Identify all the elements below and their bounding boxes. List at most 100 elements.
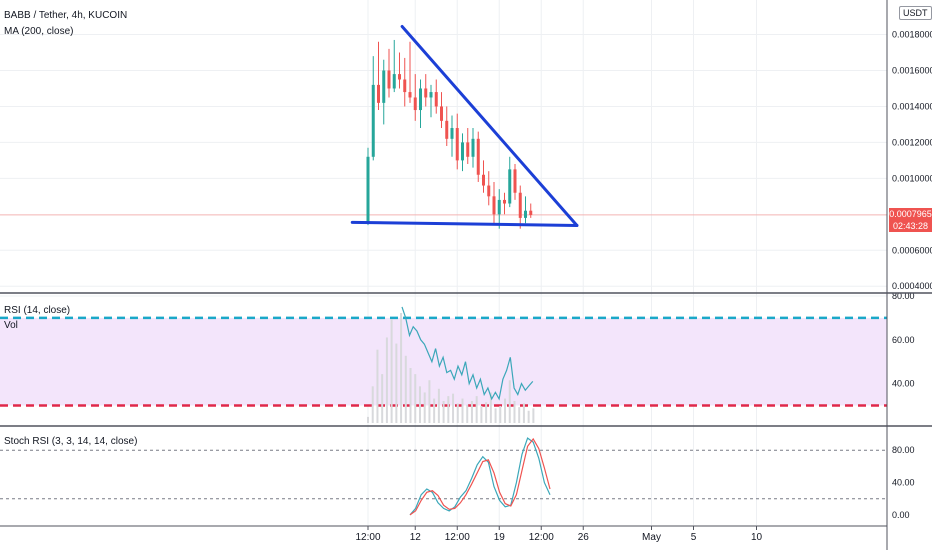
volume-bar <box>475 396 478 423</box>
currency-badge[interactable]: USDT <box>899 6 932 20</box>
volume-bar <box>428 380 431 423</box>
rsi-indicator-label[interactable]: RSI (14, close) <box>4 305 71 316</box>
support-trendline[interactable] <box>350 220 579 227</box>
stoch-axis-tick: 80.00 <box>892 445 915 455</box>
candlestick-series <box>366 39 533 229</box>
volume-bar <box>385 337 388 423</box>
candle-body <box>524 210 527 218</box>
volume-bar <box>522 403 525 423</box>
time-axis-tick: 19 <box>494 532 506 543</box>
volume-bar <box>456 403 459 423</box>
volume-bar <box>508 380 511 423</box>
candle-body <box>497 199 501 215</box>
volume-bar <box>423 392 426 423</box>
last-price-tag: 0.0007965 02:43:28 <box>889 207 932 232</box>
candle-body <box>513 169 517 193</box>
volume-bar <box>489 392 492 423</box>
rsi-axis-tick: 80.00 <box>892 291 915 301</box>
price-axis-tick: 0.0016000 <box>892 66 932 76</box>
stoch-k-line <box>409 437 551 516</box>
volume-bar <box>466 404 469 423</box>
stoch-rsi-indicator-label[interactable]: Stoch RSI (3, 3, 14, 14, close) <box>4 436 138 447</box>
price-axis-tick: 0.0006000 <box>892 245 932 255</box>
candle-body <box>424 88 428 98</box>
volume-bar <box>518 407 521 423</box>
volume-indicator-label[interactable]: Vol <box>4 320 18 331</box>
candle-body <box>377 84 380 103</box>
rsi-band-fill <box>0 317 887 406</box>
rsi-axis-tick: 40.00 <box>892 379 915 389</box>
volume-bar <box>404 355 407 423</box>
candle-body <box>455 128 459 161</box>
volume-bar <box>409 368 412 423</box>
indicator-lines <box>0 306 887 516</box>
candle-body <box>366 156 370 224</box>
trend-drawings[interactable] <box>350 24 579 227</box>
candle-body <box>392 74 396 89</box>
time-axis-tick: 10 <box>751 532 763 543</box>
candle-body <box>461 142 464 161</box>
candle-body <box>434 92 438 107</box>
volume-bar <box>433 398 436 423</box>
candle-body <box>492 196 496 215</box>
time-axis-tick: 12:00 <box>445 532 470 543</box>
volume-bar <box>504 398 507 423</box>
rsi-band-layer <box>0 316 887 407</box>
time-axis-tick: 12 <box>410 532 422 543</box>
volume-bar <box>400 313 403 423</box>
ma-indicator-label[interactable]: MA (200, close) <box>4 26 74 37</box>
volume-bar <box>367 416 369 423</box>
volume-bar <box>381 374 384 423</box>
candle-body <box>471 138 475 157</box>
volume-bar <box>437 388 440 423</box>
candle-body <box>440 106 443 121</box>
volume-bar <box>442 401 445 423</box>
candle-body <box>503 199 506 204</box>
candle-body <box>466 142 470 157</box>
candle-body <box>482 174 485 186</box>
volume-bar <box>499 405 502 423</box>
volume-bar <box>376 349 379 423</box>
time-axis-tick: 12:00 <box>355 532 380 543</box>
candle-body <box>429 92 433 98</box>
volume-bar <box>461 398 464 423</box>
stoch-axis-tick: 40.00 <box>892 478 915 488</box>
stoch-axis-tick: 0.00 <box>892 510 910 520</box>
candle-body <box>371 84 375 157</box>
rsi-axis-tick: 60.00 <box>892 335 915 345</box>
time-axis-tick: 5 <box>691 532 697 543</box>
price-axis-tick: 0.0012000 <box>892 137 932 147</box>
candle-body <box>413 97 417 111</box>
candle-body <box>529 210 533 215</box>
volume-bar <box>527 410 530 423</box>
candle-body <box>518 192 522 218</box>
price-axis-tick: 0.0018000 <box>892 30 932 40</box>
volume-bar <box>418 386 421 423</box>
time-axis-tick: May <box>642 532 661 543</box>
volume-bars <box>367 313 535 423</box>
volume-bar <box>513 401 516 423</box>
candle-body <box>476 138 480 175</box>
candle-body <box>487 185 491 197</box>
volume-bar <box>485 402 488 423</box>
volume-bar <box>532 408 535 423</box>
descending-trendline[interactable] <box>400 24 579 227</box>
volume-bar <box>494 408 497 423</box>
candle-body <box>382 70 386 103</box>
last-price-value: 0.0007965 <box>889 208 932 219</box>
time-axis-tick: 26 <box>578 532 590 543</box>
price-axis-tick: 0.0004000 <box>892 281 932 291</box>
candle-body <box>403 79 407 93</box>
time-axis-tick: 12:00 <box>529 532 554 543</box>
volume-bar <box>390 319 393 423</box>
volume-bar <box>470 401 473 423</box>
symbol-title: BABB / Tether, 4h, KUCOIN <box>4 10 128 21</box>
bar-countdown: 02:43:28 <box>892 220 929 231</box>
rsi-line <box>401 306 534 401</box>
volume-bar <box>480 405 483 423</box>
price-axis-tick: 0.0014000 <box>892 101 932 111</box>
volume-bar <box>452 393 455 423</box>
volume-bar <box>447 396 450 423</box>
